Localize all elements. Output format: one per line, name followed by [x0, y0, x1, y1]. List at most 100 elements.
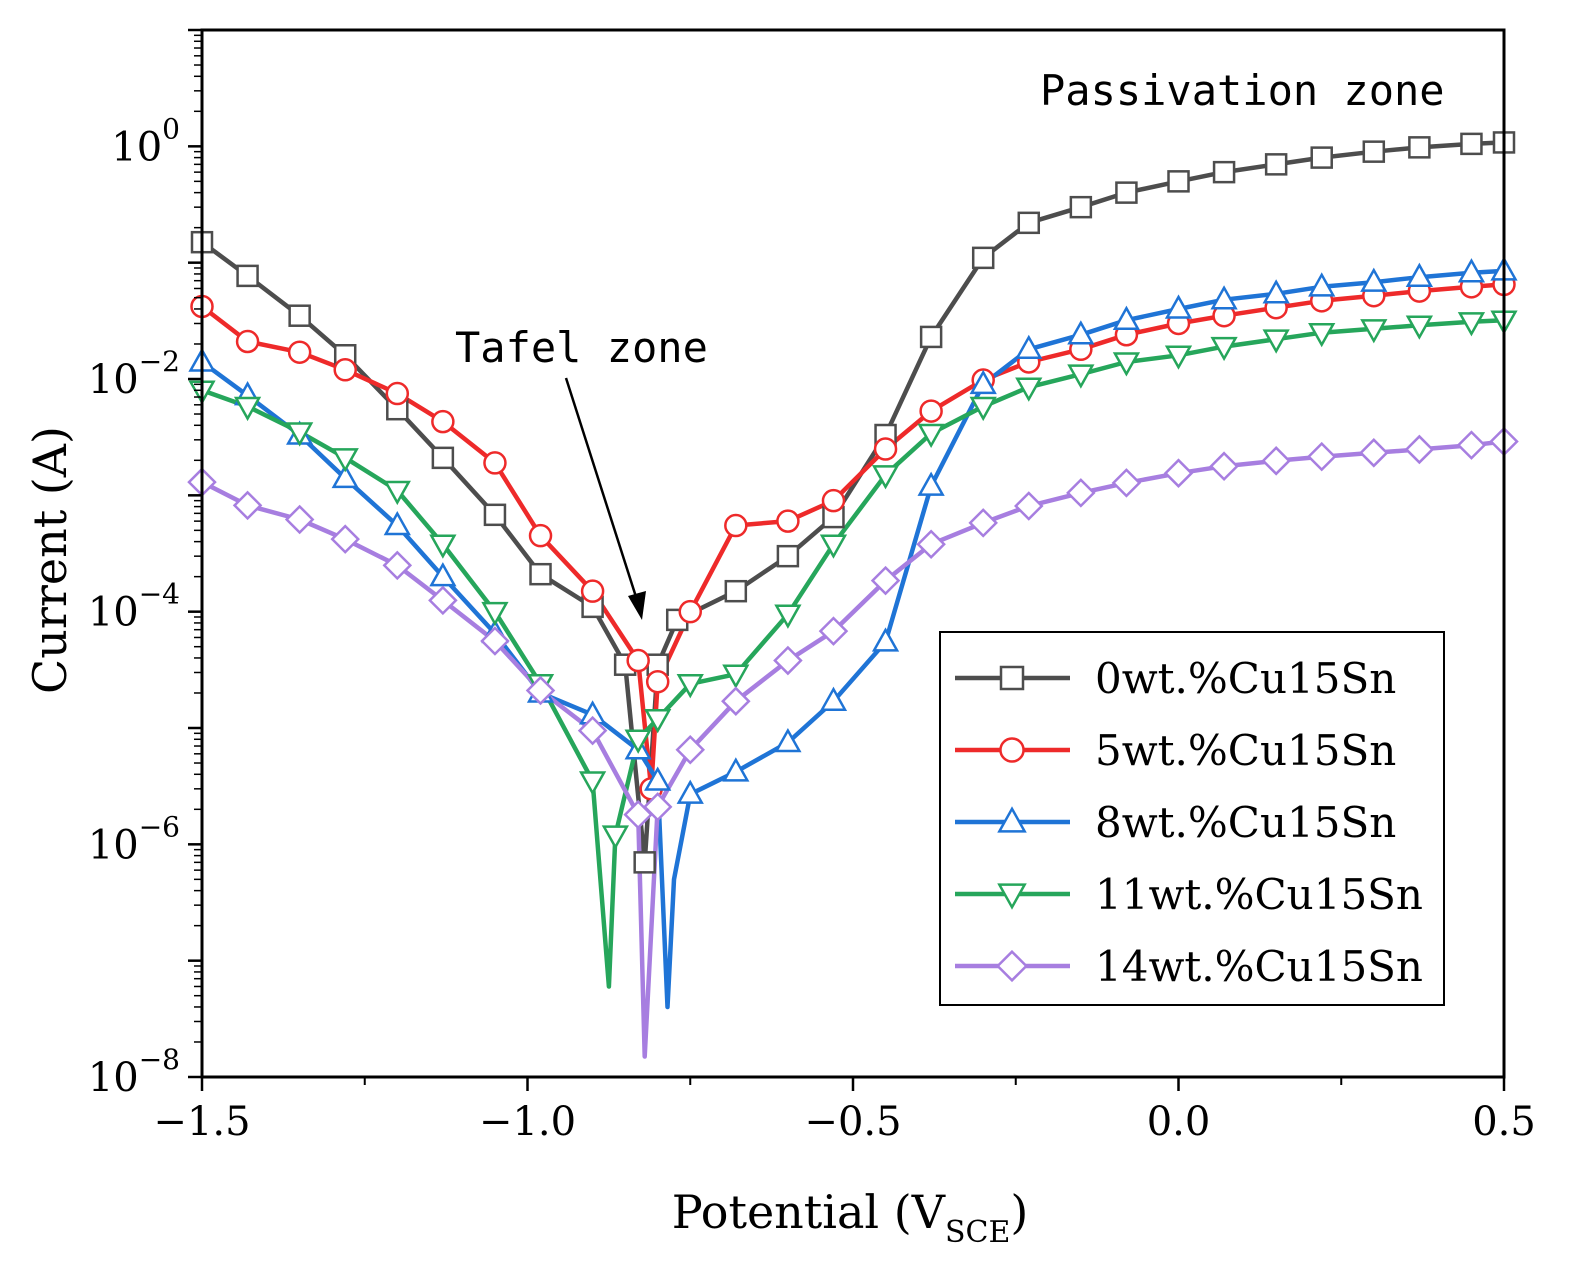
data-point-circle [528, 523, 553, 548]
data-point-triangle-down [286, 422, 314, 447]
y-tick-exponent: −2 [139, 345, 180, 378]
data-point-triangle-up [1262, 279, 1290, 304]
data-point-diamond [1404, 434, 1435, 465]
data-point-triangle-up [1067, 320, 1095, 345]
legend-label: 14wt.%Cu15Sn [1095, 942, 1423, 991]
data-point-triangle-down [722, 664, 750, 689]
data-point-triangle-down [1457, 312, 1486, 337]
data-point-diamond [232, 490, 263, 521]
data-point-triangle-up [331, 463, 359, 489]
data-point-circle [821, 488, 846, 513]
data-point-triangle-up [871, 627, 900, 652]
data-point-square [431, 446, 455, 470]
x-axis-ticks: −1.5 −1.0 −0.5 0.0 0.5 [153, 1077, 1536, 1145]
data-point-triangle-down [1262, 329, 1290, 354]
y-tick-exponent: 0 [162, 112, 180, 145]
data-point-triangle-up [917, 471, 945, 496]
data-point-diamond [1306, 441, 1337, 472]
data-point-circle [724, 513, 748, 538]
data-point-square [919, 325, 943, 349]
y-tick-base: 10 [88, 590, 139, 636]
data-point-diamond [818, 616, 849, 646]
data-point-triangle-down [969, 396, 997, 422]
data-point-triangle-up [1210, 285, 1238, 310]
data-point-triangle-down [1360, 319, 1388, 344]
data-point-triangle-up [1457, 258, 1486, 283]
data-point-triangle-down [481, 601, 509, 627]
series-markers-1 [190, 272, 1516, 801]
data-point-diamond [675, 734, 706, 765]
data-point-triangle-up [997, 806, 1027, 833]
data-point-triangle-up [722, 757, 750, 782]
data-point-square [1167, 170, 1190, 193]
data-point-square [724, 579, 748, 603]
data-point-triangle-down [774, 604, 802, 629]
data-point-triangle-down [578, 771, 607, 796]
data-point-triangle-down [233, 396, 262, 422]
data-point-triangle-down [1164, 345, 1193, 370]
data-point-triangle-down [871, 465, 900, 490]
data-point-diamond [1163, 458, 1194, 488]
data-point-square [1408, 136, 1431, 159]
data-point-diamond [870, 565, 901, 596]
data-point-triangle-up [383, 510, 411, 536]
data-point-triangle-up [1015, 334, 1043, 360]
data-point-square [776, 544, 800, 568]
data-point-triangle-down [624, 729, 652, 754]
data-point-triangle-up [1308, 272, 1336, 297]
data-point-diamond [1014, 491, 1044, 521]
y-tick-base: 10 [88, 357, 139, 403]
data-point-diamond [721, 686, 751, 716]
data-point-triangle-up [774, 727, 802, 753]
data-point-triangle-up [1360, 267, 1388, 292]
data-point-circle [431, 409, 455, 434]
data-point-diamond [382, 550, 413, 581]
data-point-triangle-down [601, 825, 630, 850]
data-point-square [971, 246, 995, 270]
data-point-circle [645, 669, 670, 694]
data-point-diamond [1359, 438, 1389, 468]
data-point-diamond [995, 949, 1029, 983]
data-point-diamond [773, 645, 803, 676]
data-point-triangle-up [676, 779, 704, 804]
data-point-diamond [1209, 451, 1239, 481]
series-markers [187, 131, 1519, 874]
data-point-square [1212, 160, 1236, 184]
data-point-triangle-up [644, 766, 672, 791]
data-point-diamond [968, 508, 998, 538]
data-point-diamond [525, 675, 556, 706]
data-point-triangle-up [969, 369, 997, 395]
data-point-circle [333, 358, 357, 382]
legend-box [939, 631, 1445, 1006]
x-tick-label: −0.5 [804, 1099, 901, 1145]
y-tick-label: 10−4 [88, 578, 180, 636]
y-tick-exponent: −6 [139, 810, 180, 843]
x-axis-title-subscript: SCE [945, 1215, 1010, 1250]
data-point-square [1264, 153, 1288, 176]
data-point-triangle-down [429, 534, 457, 559]
data-point-triangle-down [676, 674, 704, 699]
data-point-circle [873, 437, 898, 461]
y-tick-base: 10 [88, 822, 139, 868]
data-point-diamond [428, 585, 458, 616]
data-point-triangle-down [1015, 377, 1043, 402]
x-tick-label: −1.0 [479, 1099, 576, 1145]
data-point-square [529, 562, 552, 586]
y-tick-label: 10−8 [88, 1043, 180, 1101]
data-point-diamond [1261, 446, 1291, 476]
data-point-diamond [480, 626, 510, 656]
data-point-diamond [916, 529, 946, 559]
data-point-square [1460, 132, 1483, 156]
data-point-square [236, 264, 259, 288]
y-tick-label: 10−6 [88, 810, 180, 868]
annotation-passivation-zone: Passivation zone [1040, 66, 1445, 115]
data-point-triangle-down [1112, 352, 1141, 377]
data-point-square [483, 503, 507, 527]
data-point-triangle-up [819, 686, 848, 711]
y-axis-title: Current (A) [23, 426, 77, 694]
data-point-triangle-down [644, 709, 672, 734]
x-tick-label: 0.0 [1147, 1099, 1211, 1145]
data-point-circle [385, 381, 410, 406]
